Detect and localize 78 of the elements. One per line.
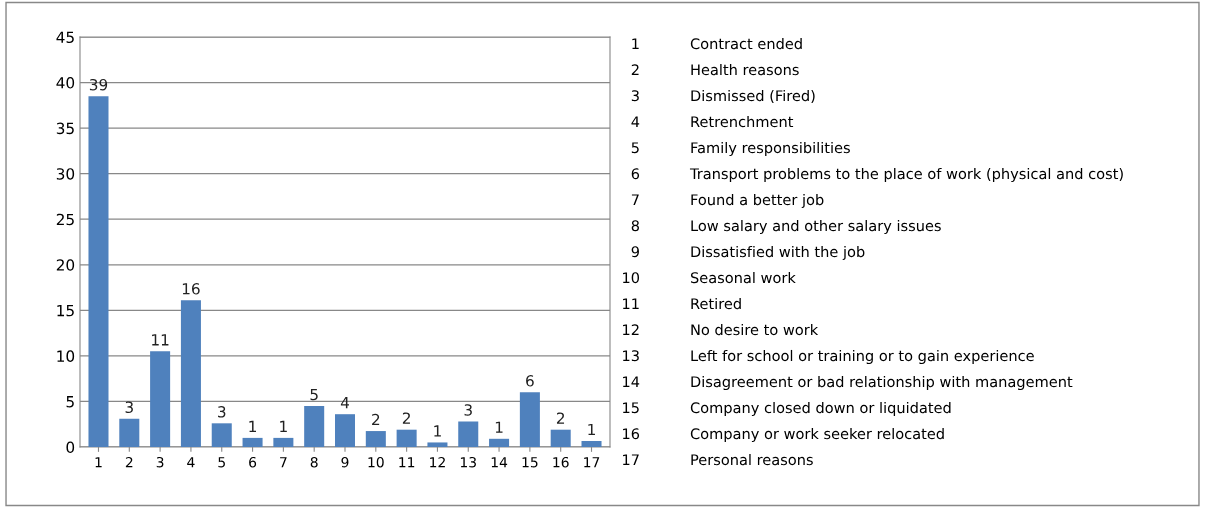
data-label: 1 bbox=[495, 421, 503, 433]
text: 14 Disagreement or bad relationship with management bbox=[623, 375, 1073, 391]
text: 2 Health reasons bbox=[631, 63, 799, 76]
y-tick-label: 40 bbox=[56, 77, 75, 89]
text: 16 Company or work seeker relocated bbox=[623, 427, 944, 443]
x-tick-label: 15 bbox=[522, 457, 538, 468]
bar bbox=[581, 440, 602, 447]
x-tick-label: 7 bbox=[280, 457, 287, 468]
text: 9 Dissatisfied with the job bbox=[631, 245, 865, 261]
bar bbox=[273, 437, 294, 447]
text: 17 Personal reasons bbox=[623, 453, 813, 466]
bar bbox=[396, 429, 417, 447]
y-tick-label: 0 bbox=[66, 441, 75, 454]
bar bbox=[365, 431, 386, 447]
x-tick-label: 8 bbox=[310, 456, 318, 468]
y-tick-label: 35 bbox=[56, 122, 74, 135]
x-tick-label: 4 bbox=[187, 457, 195, 468]
y-tick-label: 25 bbox=[56, 213, 74, 226]
data-label: 1 bbox=[434, 425, 441, 437]
bar bbox=[334, 414, 356, 447]
data-label: 3 bbox=[125, 401, 133, 414]
data-label: 16 bbox=[182, 283, 200, 295]
x-tick-label: 12 bbox=[430, 456, 445, 468]
text: 5 Family responsibilities bbox=[631, 141, 850, 157]
x-tick-label: 11 bbox=[399, 457, 415, 468]
x-tick-label: 13 bbox=[460, 456, 476, 468]
bar bbox=[519, 392, 540, 447]
data-label: 1 bbox=[249, 420, 257, 432]
y-tick-label: 20 bbox=[56, 259, 75, 271]
text: 13 Left for school or training or to gain experience bbox=[623, 349, 1034, 365]
text: 10 Seasonal work bbox=[623, 271, 796, 284]
text: 7 Found a better job bbox=[631, 193, 824, 209]
x-tick-label: 5 bbox=[218, 457, 225, 468]
x-tick-label: 17 bbox=[584, 457, 600, 468]
data-label: 1 bbox=[588, 423, 595, 436]
y-tick-label: 5 bbox=[66, 396, 74, 408]
text: 8 Low salary and other salary issues bbox=[631, 219, 941, 235]
bar bbox=[458, 421, 479, 447]
data-label: 4 bbox=[340, 397, 349, 409]
x-tick-label: 6 bbox=[249, 456, 257, 468]
data-label: 2 bbox=[556, 412, 565, 424]
x-tick-label: 2 bbox=[125, 456, 133, 468]
bar bbox=[304, 406, 325, 447]
y-tick-label: 30 bbox=[56, 168, 75, 180]
text: 15 Company closed down or liquidated bbox=[623, 401, 951, 417]
bar bbox=[211, 423, 232, 447]
text: 3 Dismissed (Fired) bbox=[631, 89, 815, 103]
bar bbox=[88, 96, 109, 447]
x-tick-label: 9 bbox=[341, 456, 349, 468]
data-label: 3 bbox=[218, 406, 226, 418]
x-tick-label: 14 bbox=[491, 457, 508, 468]
data-label: 1 bbox=[280, 420, 287, 432]
data-label: 2 bbox=[372, 413, 380, 426]
data-label: 6 bbox=[526, 375, 534, 387]
data-label: 39 bbox=[89, 78, 108, 91]
x-tick-label: 16 bbox=[553, 456, 569, 468]
y-tick-label: 45 bbox=[56, 31, 74, 44]
data-label: 11 bbox=[152, 334, 169, 346]
bar bbox=[180, 300, 201, 447]
bar bbox=[427, 442, 448, 447]
text: 12 No desire to work bbox=[623, 323, 819, 336]
data-label: 3 bbox=[464, 404, 472, 416]
x-tick-label: 3 bbox=[156, 456, 164, 468]
bar bbox=[550, 429, 571, 447]
bar bbox=[119, 418, 140, 447]
y-tick-label: 15 bbox=[57, 305, 74, 317]
data-label: 5 bbox=[310, 388, 318, 401]
text: 4 Retrenchment bbox=[631, 115, 794, 128]
text: 1 Contract ended bbox=[632, 37, 802, 50]
x-tick-label: 1 bbox=[95, 457, 102, 468]
bar bbox=[242, 437, 263, 447]
bar bbox=[489, 438, 510, 447]
data-label: 2 bbox=[402, 412, 410, 424]
y-tick-label: 10 bbox=[57, 350, 75, 362]
text: 11 Retired bbox=[623, 297, 741, 310]
text: 6 Transport problems to the place of work (physical and cost) bbox=[631, 167, 1123, 183]
x-tick-label: 10 bbox=[368, 456, 384, 468]
bar bbox=[150, 351, 171, 447]
